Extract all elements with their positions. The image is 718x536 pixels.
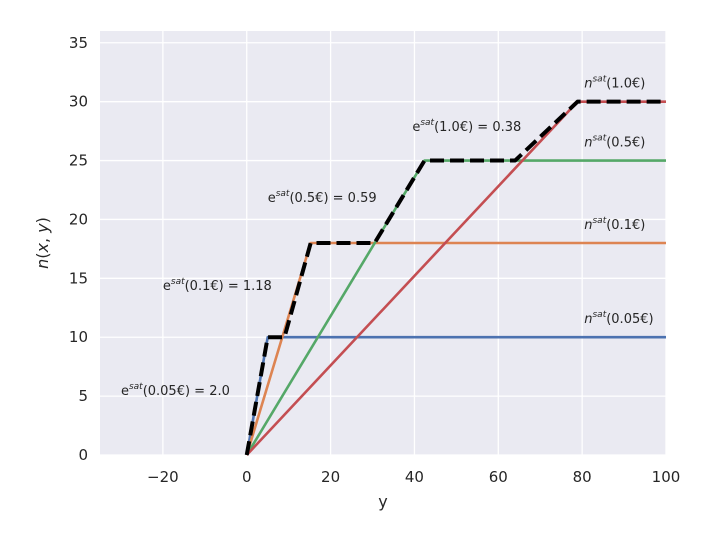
y-tick-label: 35	[69, 34, 88, 52]
annotation-label: nsat(0.5€)	[584, 133, 645, 150]
annotation-label: esat(0.05€) = 2.0	[121, 382, 230, 399]
annotation-label: nsat(1.0€)	[584, 75, 645, 92]
y-tick-label: 10	[69, 328, 88, 346]
annotation-label: esat(0.5€) = 0.59	[268, 189, 377, 206]
x-tick-label: −20	[147, 468, 179, 486]
annotation-label: esat(0.1€) = 1.18	[163, 277, 272, 294]
y-tick-label: 30	[69, 93, 88, 111]
x-axis-label: y	[378, 492, 387, 511]
annotation-label: esat(1.0€) = 0.38	[412, 118, 521, 135]
series-line-0	[245, 335, 666, 456]
y-tick-label: 0	[78, 446, 88, 464]
x-tick-label: 80	[573, 468, 592, 486]
series-line-2	[245, 159, 666, 456]
y-tick-label: 25	[69, 152, 88, 170]
y-axis-label: n(x, y)	[33, 217, 52, 269]
annotation-label: nsat(0.1€)	[584, 216, 645, 233]
y-ticks: 0 5 10 15 20 25 30 35	[69, 34, 88, 464]
series-line-dashed	[244, 99, 666, 456]
series-group	[244, 99, 666, 456]
y-tick-label: 20	[69, 210, 88, 228]
x-ticks: −20 0 20 40 60 80 100	[147, 468, 680, 486]
x-tick-label: 60	[489, 468, 508, 486]
y-tick-label: 5	[78, 387, 88, 405]
x-tick-label: 40	[405, 468, 424, 486]
x-tick-label: 100	[652, 468, 681, 486]
x-tick-label: 0	[242, 468, 252, 486]
x-tick-label: 20	[321, 468, 340, 486]
annotations: nsat(1.0€) nsat(0.5€) nsat(0.1€) nsat(0.05€…	[121, 75, 654, 399]
annotation-label: nsat(0.05€)	[584, 310, 653, 327]
series-line-1	[245, 241, 666, 456]
y-tick-label: 15	[69, 269, 88, 287]
